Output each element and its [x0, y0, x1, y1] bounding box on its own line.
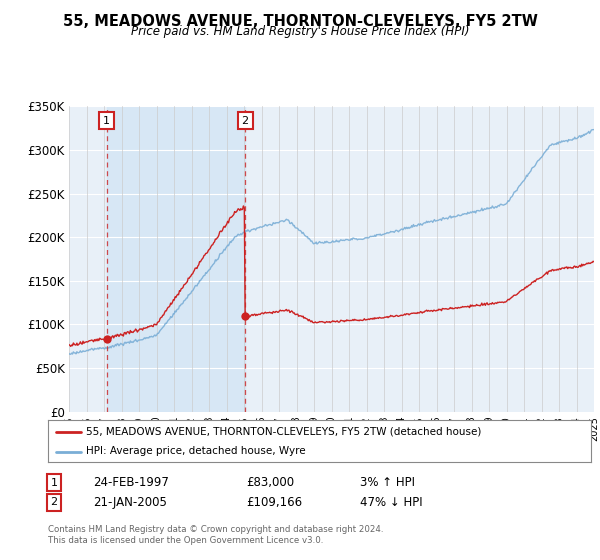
Text: Price paid vs. HM Land Registry's House Price Index (HPI): Price paid vs. HM Land Registry's House …	[131, 25, 469, 38]
Text: £109,166: £109,166	[246, 496, 302, 509]
Text: 3% ↑ HPI: 3% ↑ HPI	[360, 476, 415, 489]
Text: 55, MEADOWS AVENUE, THORNTON-CLEVELEYS, FY5 2TW (detached house): 55, MEADOWS AVENUE, THORNTON-CLEVELEYS, …	[86, 427, 481, 437]
Text: 55, MEADOWS AVENUE, THORNTON-CLEVELEYS, FY5 2TW: 55, MEADOWS AVENUE, THORNTON-CLEVELEYS, …	[62, 14, 538, 29]
Text: Contains HM Land Registry data © Crown copyright and database right 2024.
This d: Contains HM Land Registry data © Crown c…	[48, 525, 383, 545]
Bar	[107, 106, 245, 412]
Text: 24-FEB-1997: 24-FEB-1997	[93, 476, 169, 489]
Text: 21-JAN-2005: 21-JAN-2005	[93, 496, 167, 509]
Text: 2: 2	[50, 497, 58, 507]
Text: 47% ↓ HPI: 47% ↓ HPI	[360, 496, 422, 509]
Text: £83,000: £83,000	[246, 476, 294, 489]
Text: 1: 1	[103, 115, 110, 125]
Text: 1: 1	[50, 478, 58, 488]
Text: HPI: Average price, detached house, Wyre: HPI: Average price, detached house, Wyre	[86, 446, 305, 456]
Text: 2: 2	[241, 115, 248, 125]
